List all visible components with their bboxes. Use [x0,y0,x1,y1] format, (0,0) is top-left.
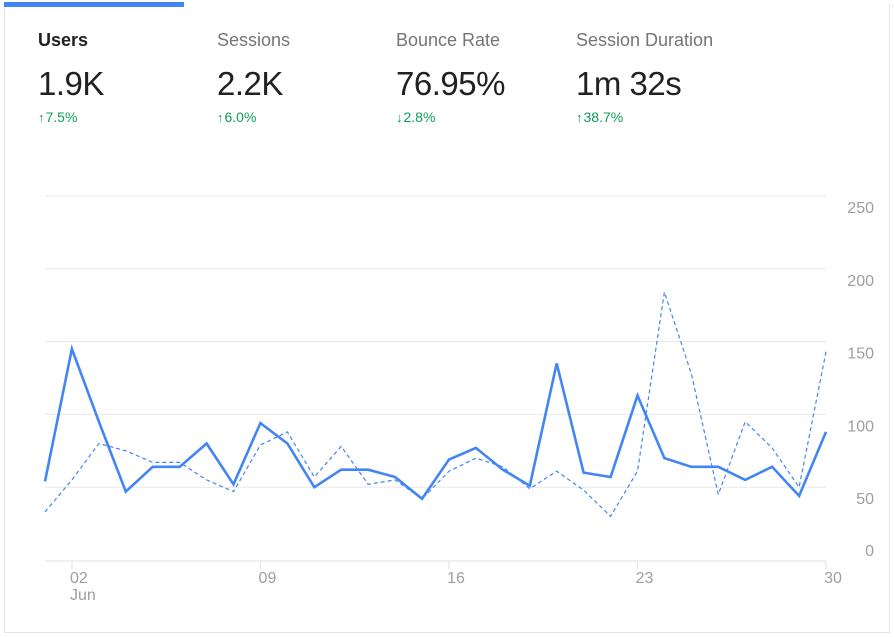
x-tick-label: 23 [636,570,654,587]
series-line-current-period [43,344,828,501]
metric-change: ↑7.5% [38,109,104,125]
metric-change: ↑6.0% [217,109,290,125]
metric-change-value: 2.8% [403,109,436,125]
x-tick-label: 02 [70,570,88,587]
x-tick-label: 30 [824,570,842,587]
metric-change-value: 38.7% [583,109,624,125]
metric-label: Session Duration [576,30,714,50]
y-tick-label: 150 [847,346,874,363]
y-tick-label: 250 [847,200,874,217]
analytics-card [4,4,890,633]
metric-tab-session-duration[interactable]: Session Duration 1m 32s ↑38.7% [576,30,713,125]
metric-tab-users[interactable]: Users 1.9K ↑7.5% [38,30,104,125]
metric-value: 1.9K [38,65,104,102]
metric-change: ↓2.8% [396,109,505,125]
metric-value: 1m 32s [576,65,682,102]
y-tick-label: 0 [865,543,874,560]
arrow-down-icon: ↓ [396,110,403,125]
metric-value: 76.95% [396,65,505,102]
metric-change-value: 7.5% [45,109,78,125]
series-line-previous-period [44,291,827,518]
metric-label: Users [38,30,89,50]
arrow-up-icon: ↑ [217,110,224,125]
x-tick-label: 09 [259,570,277,587]
metric-change-value: 6.0% [224,109,257,125]
metric-label: Sessions [217,30,291,50]
x-tick-label: 16 [447,570,465,587]
metric-label: Bounce Rate [396,30,501,50]
metric-tab-bounce-rate[interactable]: Bounce Rate 76.95% ↓2.8% [396,30,505,125]
y-tick-label: 50 [856,491,874,508]
x-tick-sublabel: Jun [70,587,96,604]
metric-value: 2.2K [217,65,283,102]
y-tick-label: 200 [847,273,874,290]
active-metric-indicator [4,2,184,7]
metric-tab-sessions[interactable]: Sessions 2.2K ↑6.0% [217,30,290,125]
arrow-up-icon: ↑ [576,110,583,125]
y-tick-label: 100 [847,418,874,435]
metric-change: ↑38.7% [576,109,713,125]
arrow-up-icon: ↑ [38,110,45,125]
